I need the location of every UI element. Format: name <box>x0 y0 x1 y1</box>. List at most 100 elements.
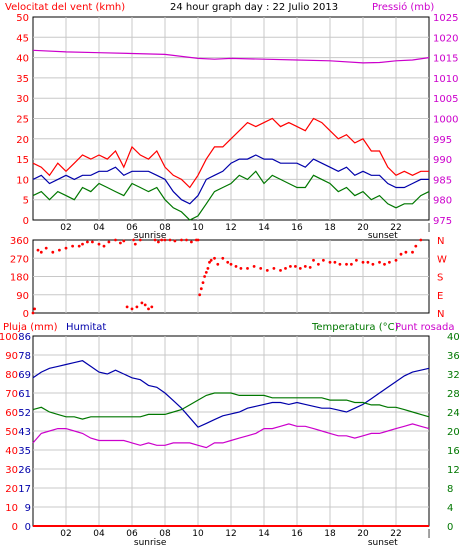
direction-point <box>328 260 332 264</box>
hour-tick-label: 06 <box>126 529 138 539</box>
hour-tick-label: 14 <box>258 529 270 539</box>
temperature-tick-label: 12 <box>447 465 460 476</box>
direction-tick-label: 270 <box>10 254 29 265</box>
direction-point <box>130 307 134 311</box>
compass-tick-label: W <box>437 254 447 265</box>
humidity-tick-label: 26 <box>18 465 31 476</box>
direction-point <box>345 262 348 266</box>
direction-point <box>201 281 205 284</box>
wind-speed-tick-label: 45 <box>16 33 29 44</box>
hour-tick-label: 20 <box>357 529 369 539</box>
direction-point <box>289 265 292 268</box>
rain-tick-label: 70 <box>5 389 18 400</box>
direction-point <box>279 269 282 272</box>
pressure-tick-label: 1015 <box>433 54 458 65</box>
direction-point <box>64 246 68 250</box>
direction-point <box>366 260 370 264</box>
direction-tick-label: 360 <box>10 236 29 247</box>
direction-point <box>143 303 147 307</box>
direction-point <box>157 240 160 244</box>
direction-point <box>119 241 122 245</box>
direction-tick-label: 0 <box>23 309 29 320</box>
direction-point <box>284 267 287 270</box>
humidity-tick-label: 52 <box>18 408 31 419</box>
direction-point <box>394 258 398 262</box>
temperature-tick-label: 28 <box>447 389 460 400</box>
direction-point <box>259 267 263 270</box>
rain-tick-label: 60 <box>5 408 18 419</box>
direction-point <box>91 240 94 244</box>
hour-tick-label: 22 <box>390 223 401 233</box>
direction-point <box>33 307 36 311</box>
hour-tick-label: 02 <box>60 529 71 539</box>
hour-tick-label: 04 <box>93 529 105 539</box>
direction-point <box>221 256 225 260</box>
direction-point <box>246 267 249 270</box>
direction-point <box>303 265 307 268</box>
direction-point <box>411 250 414 254</box>
direction-point <box>86 240 89 244</box>
direction-point <box>102 244 106 248</box>
temperature-tick-label: 20 <box>447 427 460 438</box>
direction-point <box>234 265 238 268</box>
humidity-axis-title: Humitat <box>66 322 106 333</box>
direction-point <box>294 265 297 268</box>
humidity-tick-label: 78 <box>18 351 31 362</box>
direction-point <box>308 266 312 269</box>
hour-tick-label: 12 <box>225 529 236 539</box>
graph-title: 24 hour graph day : 22 Julio 2013 <box>170 2 338 13</box>
direction-point <box>147 307 150 311</box>
direction-point <box>138 238 142 242</box>
compass-tick-label: S <box>437 273 443 284</box>
direction-point <box>196 238 200 242</box>
hour-tick-label: 08 <box>159 223 171 233</box>
hour-tick-label: 10 <box>192 529 204 539</box>
pressure-tick-label: 1020 <box>433 33 458 44</box>
direction-point <box>333 260 337 264</box>
direction-point <box>213 256 216 260</box>
pressure-tick-label: 990 <box>433 155 452 166</box>
hour-tick-label: 12 <box>225 223 236 233</box>
direction-point <box>97 242 101 246</box>
rain-tick-label: 90 <box>5 351 18 362</box>
direction-point <box>51 250 55 254</box>
direction-point <box>150 305 154 309</box>
direction-point <box>317 262 320 266</box>
direction-point <box>125 305 129 309</box>
rain-tick-label: 20 <box>5 484 18 495</box>
humidity-tick-label: 61 <box>18 389 31 400</box>
direction-point <box>71 244 74 248</box>
direction-point <box>44 246 48 250</box>
wind-speed-tick-label: 50 <box>16 13 29 24</box>
humidity-tick-label: 9 <box>25 503 31 514</box>
direction-point <box>107 240 111 244</box>
direction-point <box>163 238 167 242</box>
direction-point <box>350 262 353 266</box>
wind-speed-tick-label: 35 <box>16 74 29 85</box>
direction-point <box>122 239 126 243</box>
pressure-axis-title: Pressió (mb) <box>372 1 434 13</box>
humidity-tick-label: 35 <box>18 446 31 457</box>
rain-tick-label: 0 <box>12 522 18 533</box>
wind-speed-tick-label: 30 <box>16 94 29 105</box>
direction-point <box>199 287 203 291</box>
direction-point <box>322 258 325 262</box>
wind-speed-tick-label: 40 <box>16 54 29 65</box>
humidity-tick-label: 69 <box>18 370 31 381</box>
direction-point <box>414 244 418 248</box>
hour-tick-label: 22 <box>390 529 401 539</box>
direction-point <box>185 238 188 242</box>
temperature-axis-title: Temperatura (°C) <box>311 322 399 333</box>
direction-point <box>312 258 315 262</box>
direction-point <box>378 260 381 264</box>
direction-point <box>77 244 81 248</box>
direction-point <box>383 262 386 266</box>
wind-series-wind <box>32 170 430 221</box>
wind-series-gust <box>32 117 429 189</box>
rain-tick-label: 10 <box>5 503 18 514</box>
dewpoint-axis-title: Punt rosada <box>395 322 454 333</box>
direction-point <box>361 260 365 264</box>
direction-point <box>404 250 408 254</box>
direction-point <box>265 269 269 272</box>
